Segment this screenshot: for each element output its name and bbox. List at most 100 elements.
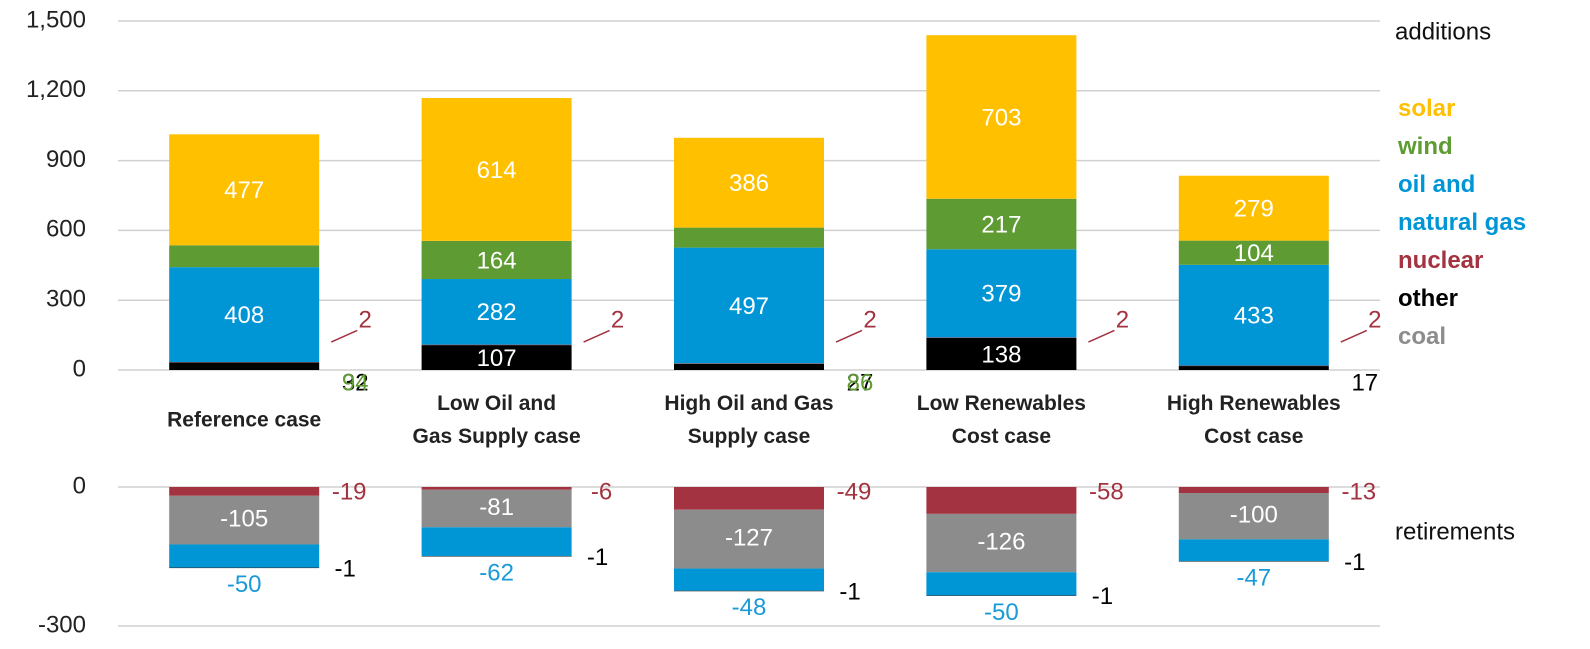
x-tick-label: Low Oil and Gas Supply case (412, 392, 581, 448)
y-tick-label: 1,200 (26, 76, 86, 103)
leader-line (1340, 329, 1368, 343)
data-label: 2 (1116, 306, 1129, 333)
data-label: -13 (1341, 478, 1376, 505)
bar-segment (169, 245, 320, 268)
bar-segment (1178, 539, 1329, 562)
bar-segment (926, 513, 1077, 573)
bar-segment (421, 98, 572, 241)
y-tick-label: 0 (73, 472, 86, 499)
bar-segment (674, 227, 824, 248)
bar-segment (169, 362, 320, 370)
leader-line (1088, 329, 1115, 343)
bar-segment (674, 487, 824, 510)
data-label: 104 (1234, 240, 1274, 267)
data-label: -1 (1092, 583, 1113, 610)
data-label: 27 (847, 369, 874, 396)
bar-segment (926, 487, 1077, 514)
y-tick-label: 900 (46, 146, 86, 173)
legend-entry: oil and natural gas (1398, 171, 1527, 236)
data-label: -127 (725, 524, 773, 551)
bar-segment (674, 509, 824, 569)
data-label: 497 (729, 293, 769, 320)
bar-segment (1178, 240, 1329, 265)
bar-segment (926, 198, 1077, 250)
data-label: 614 (477, 157, 517, 184)
bar-segment (1178, 487, 1329, 494)
data-label: 703 (981, 104, 1021, 131)
data-label: 386 (729, 170, 769, 197)
data-label: 433 (1234, 303, 1274, 330)
data-label: -1 (839, 579, 860, 606)
bar-segment (169, 487, 320, 496)
bar-segment (421, 489, 572, 528)
bar-segment (1178, 264, 1329, 366)
legend-entry: coal (1398, 323, 1447, 350)
x-tick-label: High Renewables Cost case (1166, 392, 1341, 448)
data-label: 2 (1368, 306, 1381, 333)
y-tick-label: 600 (46, 216, 86, 243)
y-tick-label: 1,500 (26, 6, 86, 33)
data-label: -100 (1230, 502, 1278, 529)
bar-segment (421, 487, 572, 490)
data-label: 279 (1234, 196, 1274, 223)
data-label: -105 (220, 505, 268, 532)
data-label: -47 (1236, 564, 1271, 591)
data-label: 17 (1351, 369, 1378, 396)
data-label: -1 (1344, 549, 1365, 576)
data-label: -1 (587, 544, 608, 571)
bar-segment (926, 35, 1077, 199)
data-label: -126 (977, 528, 1025, 555)
bar-segment (1178, 366, 1329, 370)
data-label: 32 (342, 369, 369, 396)
leader-line (583, 329, 610, 343)
bar-segment (169, 267, 320, 363)
x-tick-label: High Oil and Gas Supply case (664, 392, 834, 448)
data-label: -49 (837, 478, 872, 505)
bar-segment (169, 544, 320, 568)
bar-segment (421, 240, 572, 280)
leader-line (330, 329, 358, 343)
bar-segment (169, 495, 320, 545)
bar-segment (1178, 175, 1329, 241)
data-label: -50 (984, 599, 1019, 626)
bar-segment (674, 247, 824, 364)
bar-segment (926, 249, 1077, 338)
data-label: 138 (981, 341, 1021, 368)
y-tick-label: -300 (38, 611, 86, 638)
data-label: 2 (359, 306, 372, 333)
legend-entry: nuclear (1398, 247, 1484, 274)
y-tick-label: 0 (73, 355, 86, 382)
data-label: 2 (863, 306, 876, 333)
annotation: retirements (1395, 518, 1515, 545)
data-label: -1 (335, 555, 356, 582)
data-label: 379 (981, 281, 1021, 308)
legend-entry: other (1398, 285, 1458, 312)
data-label: 217 (981, 211, 1021, 238)
data-label: -81 (479, 494, 514, 521)
data-label: 408 (224, 302, 264, 329)
data-label: 94 (342, 369, 369, 396)
data-label: -6 (591, 478, 612, 505)
data-label: -50 (227, 571, 262, 598)
data-label: -48 (732, 594, 767, 621)
data-label: 2 (611, 306, 624, 333)
bar-segment (421, 279, 572, 345)
bar-segment (421, 345, 572, 370)
x-tick-label: Low Renewables Cost case (916, 392, 1086, 448)
legend-entry: wind (1398, 133, 1453, 160)
bar-segment (674, 363, 824, 370)
data-label: -19 (332, 478, 367, 505)
legend-entry: solar (1398, 95, 1456, 122)
bar-segment (926, 337, 1077, 370)
bar-segment (421, 527, 572, 557)
data-label: 164 (477, 247, 517, 274)
data-label: 107 (477, 345, 517, 372)
bar-segment (674, 137, 824, 228)
x-tick-label: Reference case (167, 408, 322, 432)
bar-segment (926, 572, 1077, 596)
bar-segment (169, 134, 320, 246)
data-label: 86 (847, 369, 874, 396)
data-label: -62 (479, 559, 514, 586)
